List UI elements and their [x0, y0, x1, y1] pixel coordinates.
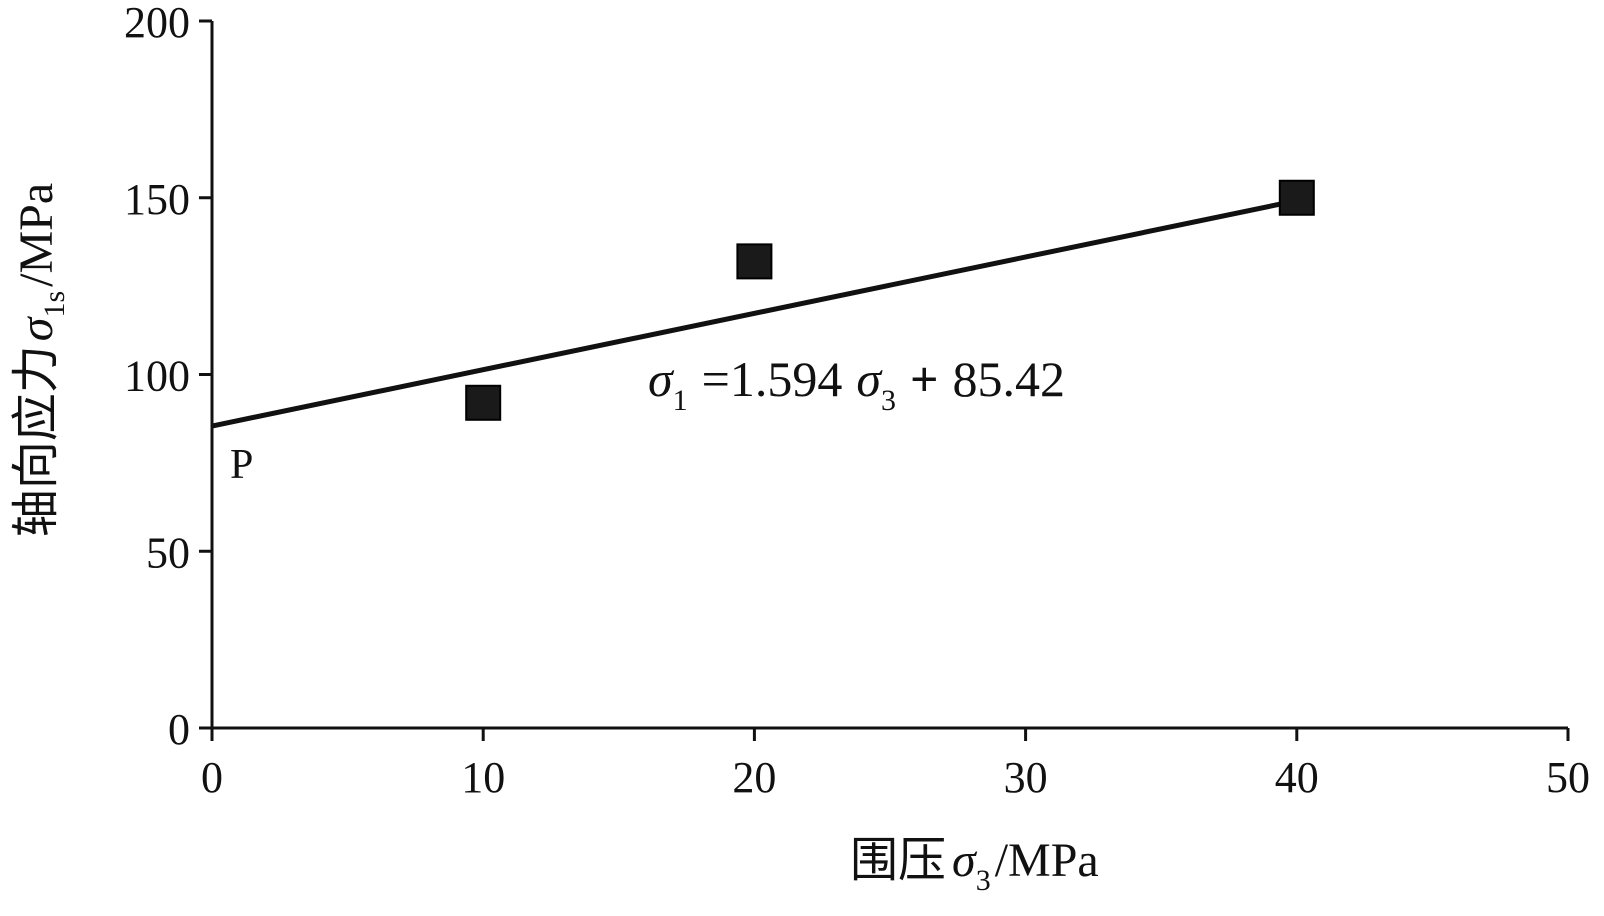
x-tick-label-20: 20 [732, 753, 776, 802]
y-axis-title-sub: 1s [38, 291, 71, 318]
fit-equation: σ1 =1.594 σ3 +85.42 [648, 351, 1065, 417]
x-axis-title-unit: /MPa [995, 834, 1099, 887]
y-tick-label-100: 100 [124, 352, 190, 401]
data-point-3 [1278, 179, 1315, 216]
x-axis-title-sub: 3 [976, 864, 991, 897]
x-tick-label-30: 30 [1004, 753, 1048, 802]
point-label-p: P [230, 442, 253, 488]
y-tick-label-0: 0 [168, 705, 190, 754]
y-axis-title: 轴向应力 σ1s/MPa [10, 183, 71, 537]
x-axis-title-prefix: 围压 [850, 834, 946, 887]
x-tick-label-10: 10 [461, 753, 505, 802]
x-tick-label-50: 50 [1546, 753, 1590, 802]
fit-line [211, 198, 1298, 429]
eq-constant: 85.42 [953, 351, 1066, 407]
data-point-2 [736, 243, 773, 280]
y-tick-label-200: 200 [124, 0, 190, 47]
eq-coef: =1.594 [702, 351, 843, 407]
y-axis-title-symbol: σ [10, 315, 63, 341]
axes: 0 10 20 30 40 50 0 50 100 150 200 [124, 0, 1590, 802]
x-tick-label-0: 0 [201, 753, 223, 802]
eq-sub3: 3 [881, 384, 896, 417]
x-tick-label-40: 40 [1275, 753, 1319, 802]
eq-sigma3: σ [856, 351, 883, 407]
eq-sub1: 1 [673, 384, 688, 417]
fit-line-group [211, 198, 1298, 429]
data-points [465, 179, 1315, 421]
y-tick-label-150: 150 [124, 175, 190, 224]
y-tick-label-50: 50 [146, 528, 190, 577]
eq-sigma1: σ [648, 351, 675, 407]
y-axis-title-prefix: 轴向应力 [10, 345, 63, 537]
x-axis-title-symbol: σ [952, 834, 978, 887]
y-axis-title-unit: /MPa [10, 183, 63, 287]
x-axis-title: 围压 σ3/MPa [850, 834, 1099, 897]
eq-plus: + [910, 351, 939, 407]
data-point-1 [465, 384, 502, 421]
